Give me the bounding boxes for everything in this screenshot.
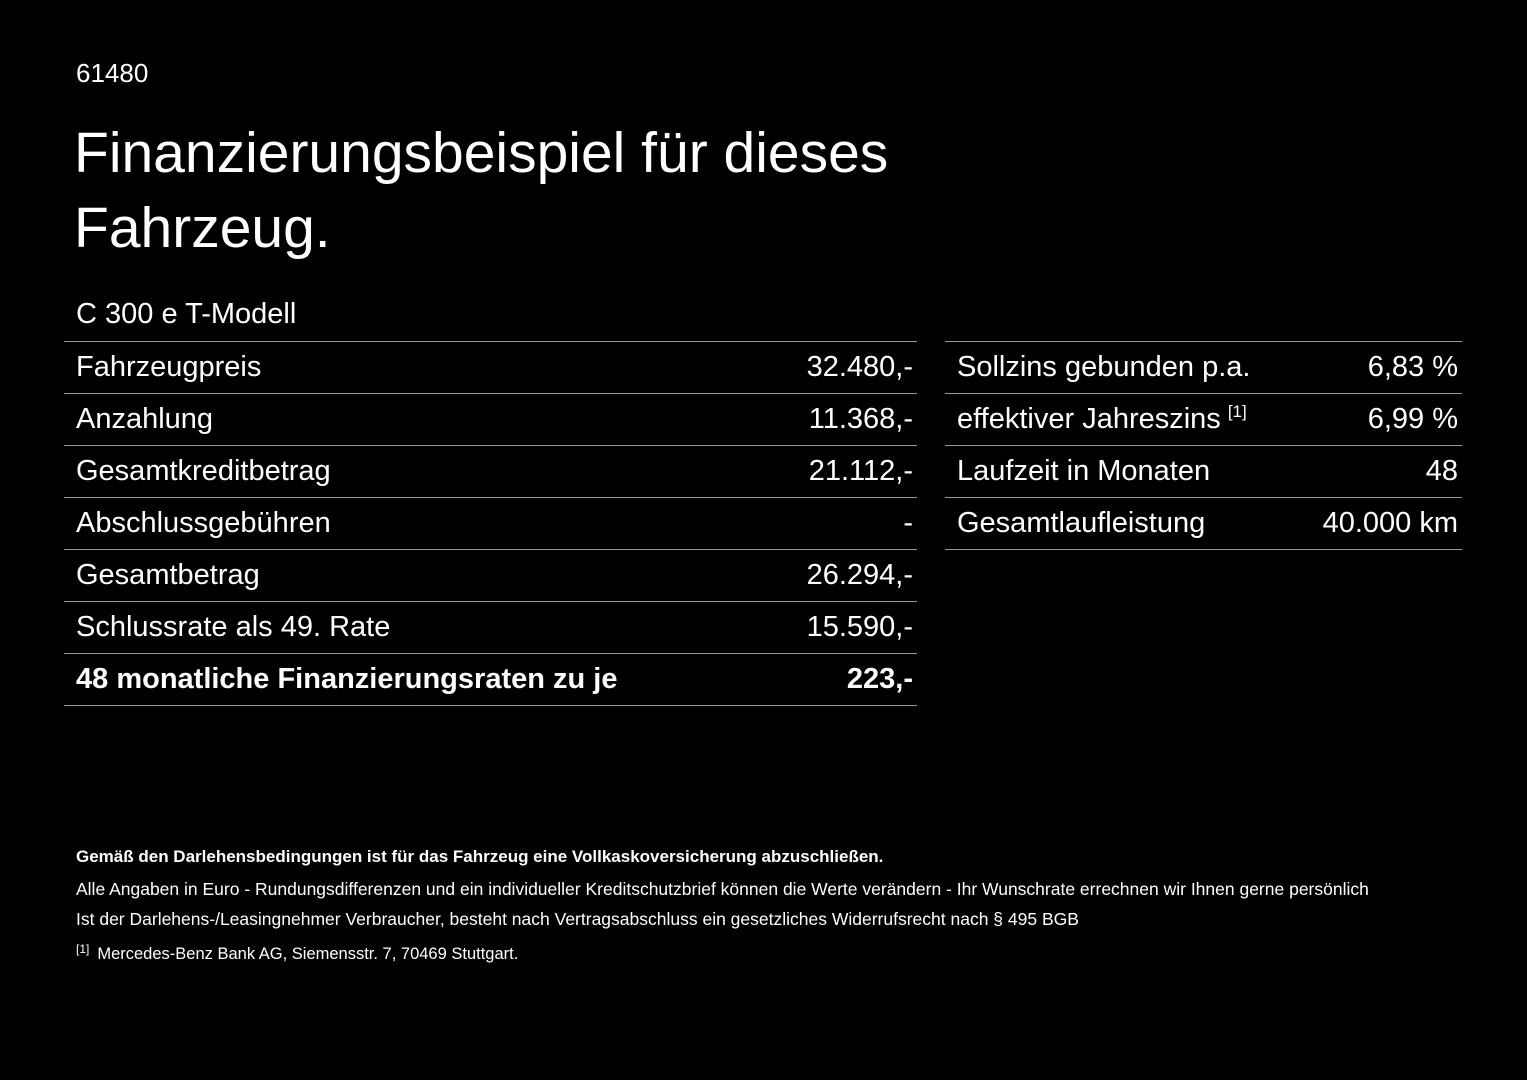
table-row: Abschlussgebühren - bbox=[64, 497, 917, 549]
row-value: 40.000 km bbox=[1322, 507, 1458, 539]
row-label: Schlussrate als 49. Rate bbox=[76, 611, 391, 643]
page-title-line2: Fahrzeug. bbox=[74, 196, 331, 261]
footnote-marker: [1] bbox=[76, 941, 90, 956]
row-value: 6,83 % bbox=[1367, 351, 1458, 383]
table-row: Fahrzeugpreis 32.480,- bbox=[64, 341, 917, 393]
row-label: Fahrzeugpreis bbox=[76, 351, 262, 383]
table-row: effektiver Jahreszins [1] 6,99 % bbox=[945, 393, 1462, 445]
row-label: Abschlussgebühren bbox=[76, 507, 331, 539]
footnote-marker: [1] bbox=[1227, 402, 1247, 422]
footnote-text: Mercedes-Benz Bank AG, Siemensstr. 7, 70… bbox=[97, 945, 519, 963]
table-row: Gesamtlaufleistung 40.000 km bbox=[945, 497, 1462, 549]
row-value: 11.368,- bbox=[808, 403, 913, 435]
table-row: Sollzins gebunden p.a. 6,83 % bbox=[945, 341, 1462, 393]
table-row: Schlussrate als 49. Rate 15.590,- bbox=[64, 601, 917, 653]
page-title-line1: Finanzierungsbeispiel für dieses bbox=[74, 121, 889, 185]
conditions-table: Sollzins gebunden p.a. 6,83 % effektiver… bbox=[945, 341, 1462, 550]
row-value: 48 bbox=[1425, 455, 1458, 487]
document-id: 61480 bbox=[76, 58, 149, 88]
row-value: 6,99 % bbox=[1367, 403, 1458, 435]
table-row: Gesamtkreditbetrag 21.112,- bbox=[64, 445, 917, 497]
disclaimer-line-2: Ist der Darlehens-/Leasingnehmer Verbrau… bbox=[76, 909, 1079, 929]
legal-footer: Gemäß den Darlehensbedingungen ist für d… bbox=[76, 847, 1466, 981]
financing-table: Fahrzeugpreis 32.480,- Anzahlung 11.368,… bbox=[64, 341, 917, 706]
vehicle-model: C 300 e T-Modell bbox=[76, 298, 297, 330]
row-label: 48 monatliche Finanzierungsraten zu je bbox=[76, 663, 618, 695]
row-value: 223,- bbox=[846, 663, 913, 695]
row-value: - bbox=[903, 507, 913, 539]
row-label: Anzahlung bbox=[76, 403, 214, 435]
row-value: 21.112,- bbox=[808, 455, 913, 487]
insurance-requirement-text: Gemäß den Darlehensbedingungen ist für d… bbox=[76, 847, 884, 866]
row-label: Gesamtkreditbetrag bbox=[76, 455, 331, 487]
table-row: Anzahlung 11.368,- bbox=[64, 393, 917, 445]
table-row-monthly-rate: 48 monatliche Finanzierungsraten zu je 2… bbox=[64, 653, 917, 705]
row-label: Laufzeit in Monaten bbox=[957, 455, 1211, 487]
row-value: 32.480,- bbox=[806, 351, 913, 383]
row-value: 15.590,- bbox=[806, 611, 913, 643]
row-label: Sollzins gebunden p.a. bbox=[957, 351, 1251, 383]
table-row: Gesamtbetrag 26.294,- bbox=[64, 549, 917, 601]
disclaimer-line-1: Alle Angaben in Euro - Rundungsdifferenz… bbox=[76, 879, 1369, 899]
row-value: 26.294,- bbox=[806, 559, 913, 591]
row-label: Gesamtbetrag bbox=[76, 559, 260, 591]
row-label: Gesamtlaufleistung bbox=[957, 507, 1206, 539]
row-label: effektiver Jahreszins [1] bbox=[957, 402, 1247, 435]
bank-footnote: [1] Mercedes-Benz Bank AG, Siemensstr. 7,… bbox=[76, 941, 1466, 964]
table-row: Laufzeit in Monaten 48 bbox=[945, 445, 1462, 497]
page-title: Finanzierungsbeispiel für dieses Fahrzeu… bbox=[74, 116, 888, 266]
